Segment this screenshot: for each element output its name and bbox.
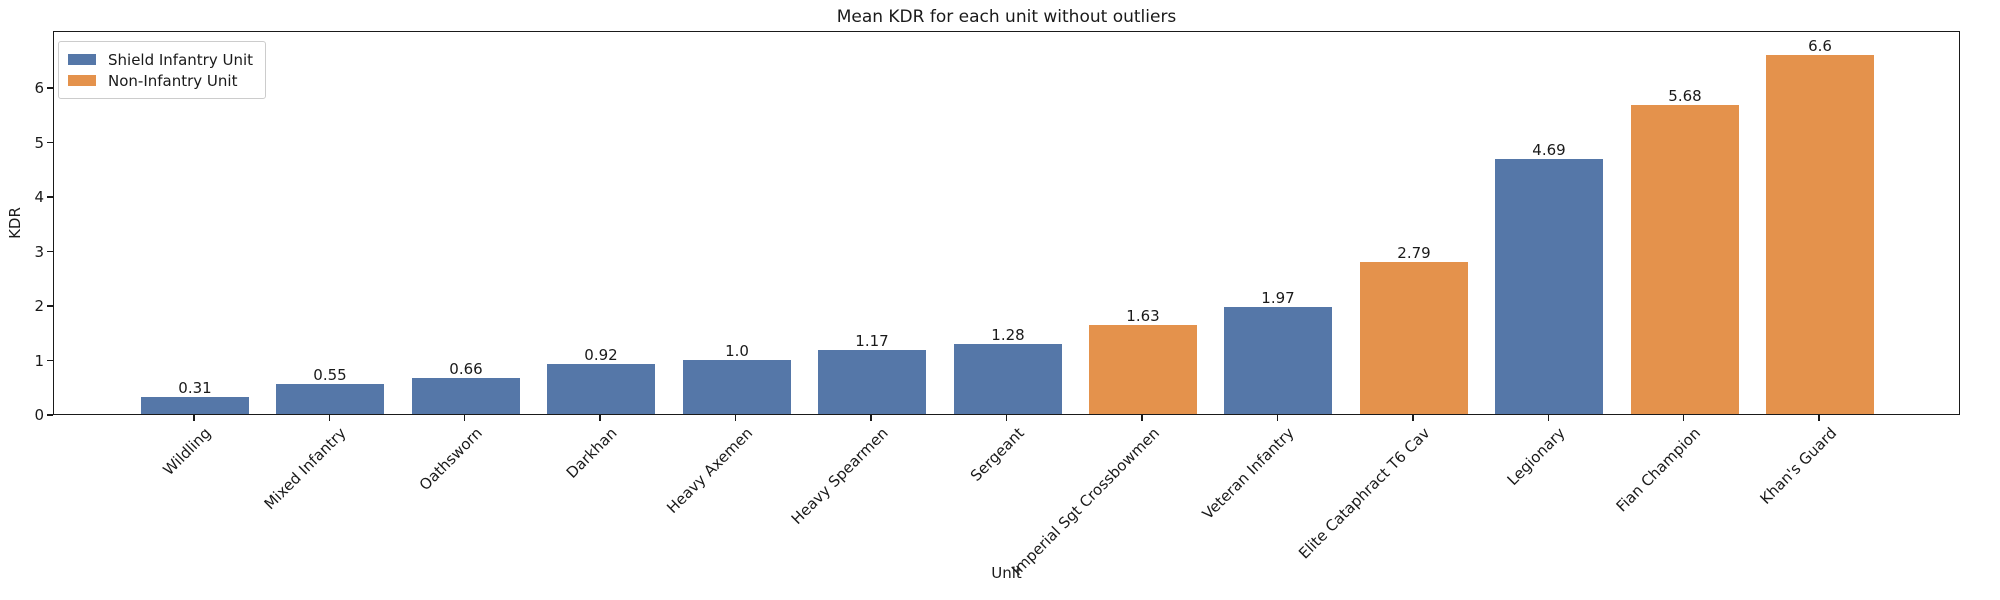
- bar-value-label: 4.69: [1532, 141, 1566, 159]
- y-tick-mark: [47, 87, 53, 89]
- bar-value-label: 1.0: [725, 342, 749, 360]
- bar: [1631, 105, 1739, 414]
- y-tick-mark: [47, 414, 53, 416]
- bar: [1360, 262, 1468, 414]
- x-tick-label: Sergeant: [966, 424, 1028, 485]
- x-tick-label: Legionary: [1503, 424, 1569, 490]
- x-axis-label: Unit: [991, 564, 1022, 582]
- bar-value-label: 2.79: [1397, 244, 1431, 262]
- y-tick-label: 6: [34, 79, 44, 98]
- legend-label: Non-Infantry Unit: [108, 71, 238, 90]
- x-tick-label: Mixed Infantry: [261, 424, 351, 514]
- x-tick-mark: [1818, 415, 1820, 421]
- x-tick-label: Elite Cataphract T6 Cav: [1295, 424, 1434, 563]
- bar: [818, 350, 926, 414]
- plot-area: 0.31 0.55 0.66 0.92 1.0 1.17 1.28 1.63 1.97 2.79 4…: [53, 31, 1960, 415]
- bar-value-label: 5.68: [1668, 87, 1702, 105]
- bar: [412, 378, 520, 414]
- bar-value-label: 1.97: [1261, 289, 1295, 307]
- legend-item: Non-Infantry Unit: [68, 70, 253, 91]
- y-tick-label: 0: [34, 406, 44, 424]
- legend-label: Shield Infantry Unit: [108, 50, 254, 69]
- legend-swatch: [68, 54, 96, 65]
- bar-value-label: 0.55: [313, 366, 347, 384]
- y-tick-mark: [47, 359, 53, 362]
- bar: [954, 344, 1062, 414]
- y-tick-label: 1: [34, 351, 44, 370]
- bar: [141, 397, 249, 414]
- x-tick-mark: [328, 415, 330, 421]
- x-tick-mark: [1547, 415, 1549, 421]
- x-tick-mark: [193, 415, 195, 421]
- bar-value-label: 1.28: [991, 326, 1025, 344]
- bar: [1766, 55, 1874, 414]
- x-tick-label: Khan's Guard: [1756, 424, 1840, 508]
- x-tick-label: Heavy Spearmen: [787, 424, 892, 528]
- x-tick-mark: [1683, 415, 1685, 421]
- x-tick-label: Oathsworn: [415, 424, 486, 495]
- x-tick-label: Imperial Sgt Crossbowmen: [1007, 424, 1163, 580]
- legend-item: Shield Infantry Unit: [68, 49, 253, 70]
- bar: [547, 364, 655, 414]
- y-axis-label: KDR: [6, 207, 24, 239]
- y-tick-label: 5: [34, 133, 44, 152]
- legend: Shield Infantry Unit Non-Infantry Unit: [58, 41, 267, 99]
- y-tick-mark: [47, 196, 53, 198]
- bar: [1495, 159, 1603, 414]
- x-tick-label: Heavy Axemen: [663, 424, 757, 517]
- bar-value-label: 1.63: [1126, 307, 1160, 325]
- x-tick-mark: [1276, 415, 1279, 421]
- x-tick-mark: [464, 415, 466, 421]
- x-tick-label: Darkhan: [563, 424, 621, 482]
- x-tick-mark: [1141, 415, 1143, 421]
- x-tick-mark: [870, 415, 872, 421]
- y-tick-mark: [47, 305, 53, 307]
- x-tick-mark: [1412, 415, 1414, 421]
- y-tick-label: 2: [34, 297, 44, 316]
- x-tick-mark: [599, 415, 601, 421]
- y-tick-mark: [47, 141, 53, 144]
- bar: [1224, 307, 1332, 414]
- bar-value-label: 1.17: [855, 332, 889, 350]
- bar: [1089, 325, 1197, 414]
- bar-value-label: 0.66: [449, 360, 483, 378]
- bar-value-label: 0.31: [178, 379, 212, 397]
- bar: [683, 360, 791, 414]
- y-tick-mark: [47, 250, 53, 253]
- bar-value-label: 6.6: [1808, 37, 1832, 55]
- bar: [276, 384, 384, 414]
- x-tick-mark: [1005, 415, 1008, 421]
- x-tick-label: Veteran Infantry: [1199, 424, 1299, 523]
- y-tick-label: 4: [34, 188, 44, 207]
- legend-swatch: [68, 75, 96, 86]
- bar-value-label: 0.92: [584, 346, 618, 364]
- y-tick-label: 3: [34, 242, 44, 261]
- x-tick-mark: [734, 415, 737, 421]
- x-tick-label: Wildling: [159, 424, 215, 479]
- chart-title: Mean KDR for each unit without outliers: [836, 7, 1177, 27]
- x-tick-label: Fian Champion: [1612, 424, 1705, 516]
